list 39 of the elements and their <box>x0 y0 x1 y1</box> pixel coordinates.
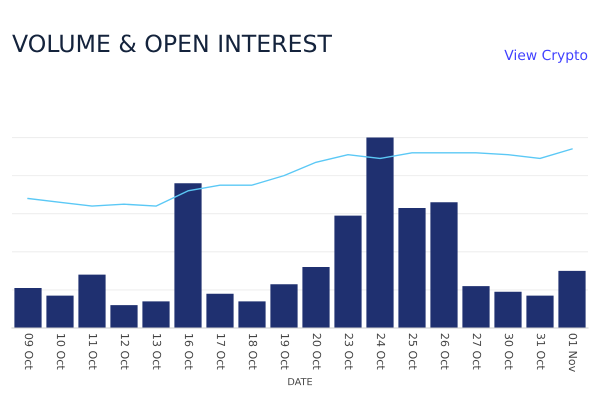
bar <box>238 301 266 328</box>
bar <box>142 301 170 328</box>
bar <box>398 208 426 328</box>
bar <box>14 288 42 328</box>
bar <box>526 296 554 328</box>
bar <box>206 294 234 328</box>
x-tick-label: 19 Oct <box>280 334 290 370</box>
bar <box>366 138 394 328</box>
x-tick-label: 24 Oct <box>376 334 386 370</box>
x-tick-label: 11 Oct <box>88 334 98 370</box>
x-tick-label: 25 Oct <box>408 334 418 370</box>
bar <box>78 274 106 328</box>
bar <box>110 305 138 328</box>
bar <box>430 202 458 328</box>
x-tick-label: 20 Oct <box>312 334 322 370</box>
bar <box>270 284 298 328</box>
bar <box>302 267 330 328</box>
x-tick-label: 10 Oct <box>56 334 66 370</box>
bar <box>558 270 586 328</box>
x-tick-label: 23 Oct <box>344 334 354 370</box>
x-tick-label: 18 Oct <box>248 334 258 370</box>
x-axis-title: DATE <box>288 378 312 386</box>
x-tick-label: 31 Oct <box>536 334 546 370</box>
text: View Crypto <box>504 49 588 63</box>
x-tick-label: 27 Oct <box>472 334 482 370</box>
bar <box>462 286 490 328</box>
bar <box>46 296 74 328</box>
x-tick-label: 09 Oct <box>24 334 34 370</box>
x-tick-label: 01 Nov <box>568 334 578 372</box>
x-tick-label: 30 Oct <box>504 334 514 370</box>
x-tick-label: 12 Oct <box>120 334 130 370</box>
bar <box>174 183 202 328</box>
x-tick-label: 17 Oct <box>216 334 226 370</box>
x-tick-label: 16 Oct <box>184 334 194 370</box>
bar <box>334 216 362 328</box>
x-tick-label: 13 Oct <box>152 334 162 370</box>
chart-title: VOLUME & OPEN INTEREST <box>12 34 332 52</box>
bar <box>494 292 522 328</box>
x-tick-label: 26 Oct <box>440 334 450 370</box>
